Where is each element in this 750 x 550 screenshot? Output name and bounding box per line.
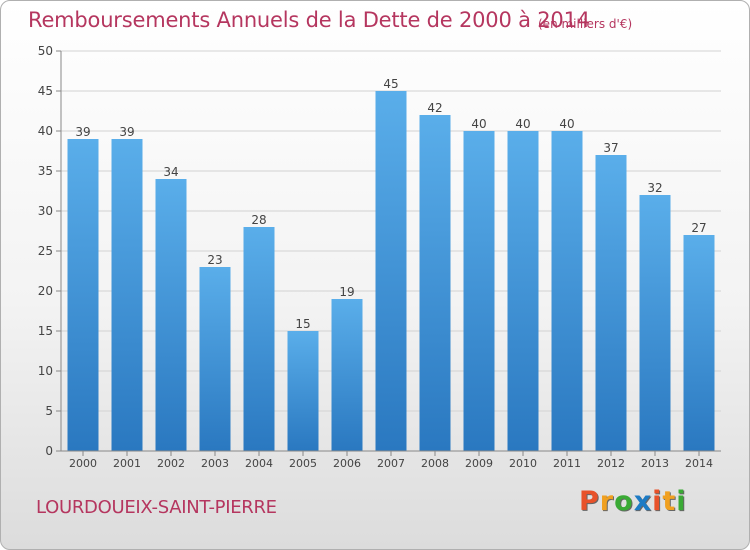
- bar: [155, 179, 187, 451]
- bar: [551, 131, 583, 451]
- logo-letter: i: [652, 486, 663, 517]
- logo-letter: x: [633, 486, 653, 517]
- bar-value-label: 34: [163, 165, 178, 179]
- bar: [375, 91, 407, 451]
- bar-value-label: 40: [515, 117, 530, 131]
- bar: [111, 139, 143, 451]
- axes: 0 5 10 15 20 25 30 35 40 45 50 2000 2001 2002 2003 2004…: [38, 44, 721, 470]
- bar-value-label: 40: [471, 117, 486, 131]
- x-tick-label: 2002: [157, 457, 185, 470]
- bar-value-label: 28: [251, 213, 266, 227]
- x-tick-label: 2004: [245, 457, 273, 470]
- x-tick-label: 2005: [289, 457, 317, 470]
- bar-value-label: 27: [691, 221, 706, 235]
- x-tick-label: 2010: [509, 457, 537, 470]
- x-tick-label: 2013: [641, 457, 669, 470]
- logo-letter: i: [676, 486, 687, 517]
- bar-value-label: 45: [383, 77, 398, 91]
- bar: [683, 235, 715, 451]
- bar-value-label: 15: [295, 317, 310, 331]
- bar-value-label: 42: [427, 101, 442, 115]
- x-tick-label: 2007: [377, 457, 405, 470]
- y-tick-label: 20: [38, 284, 53, 298]
- y-tick-label: 35: [38, 164, 53, 178]
- chart-subtitle: (en milliers d'€): [538, 17, 633, 31]
- bar: [243, 227, 275, 451]
- y-tick-label: 40: [38, 124, 53, 138]
- x-tick-label: 2003: [201, 457, 229, 470]
- bar: [639, 195, 671, 451]
- logo-letter: r: [599, 486, 615, 517]
- bar-value-label: 23: [207, 253, 222, 267]
- bars: 39 39 34 23 28 15 19 45 42 40 40 40 37 32 27: [67, 77, 715, 451]
- y-tick-label: 0: [45, 444, 53, 458]
- logo-letter: P: [579, 486, 600, 517]
- bar: [507, 131, 539, 451]
- bar: [419, 115, 451, 451]
- y-tick-label: 15: [38, 324, 53, 338]
- x-tick-label: 2008: [421, 457, 449, 470]
- x-tick-label: 2012: [597, 457, 625, 470]
- x-tick-label: 2000: [69, 457, 97, 470]
- logo-letter: t: [662, 486, 677, 517]
- bar-value-label: 39: [119, 125, 134, 139]
- chart-title: Remboursements Annuels de la Dette de 20…: [28, 8, 590, 32]
- bar: [463, 131, 495, 451]
- y-tick-label: 10: [38, 364, 53, 378]
- logo-letter: o: [614, 486, 634, 517]
- y-tick-label: 45: [38, 84, 53, 98]
- x-tick-label: 2009: [465, 457, 493, 470]
- y-tick-label: 50: [38, 44, 53, 58]
- bar: [67, 139, 99, 451]
- bar-value-label: 37: [603, 141, 618, 155]
- x-tick-label: 2001: [113, 457, 141, 470]
- bar: [331, 299, 363, 451]
- y-tick-label: 25: [38, 244, 53, 258]
- bar-value-label: 32: [647, 181, 662, 195]
- bar-value-label: 39: [75, 125, 90, 139]
- x-tick-label: 2011: [553, 457, 581, 470]
- y-tick-label: 5: [45, 404, 53, 418]
- bar-value-label: 19: [339, 285, 354, 299]
- bar: [287, 331, 319, 451]
- bar: [199, 267, 231, 451]
- proxiti-logo: Proxiti: [579, 486, 687, 517]
- x-tick-label: 2014: [685, 457, 713, 470]
- x-tick-label: 2006: [333, 457, 361, 470]
- bar-value-label: 40: [559, 117, 574, 131]
- y-tick-label: 30: [38, 204, 53, 218]
- commune-name: LOURDOUEIX-SAINT-PIERRE: [36, 497, 277, 518]
- bar: [595, 155, 627, 451]
